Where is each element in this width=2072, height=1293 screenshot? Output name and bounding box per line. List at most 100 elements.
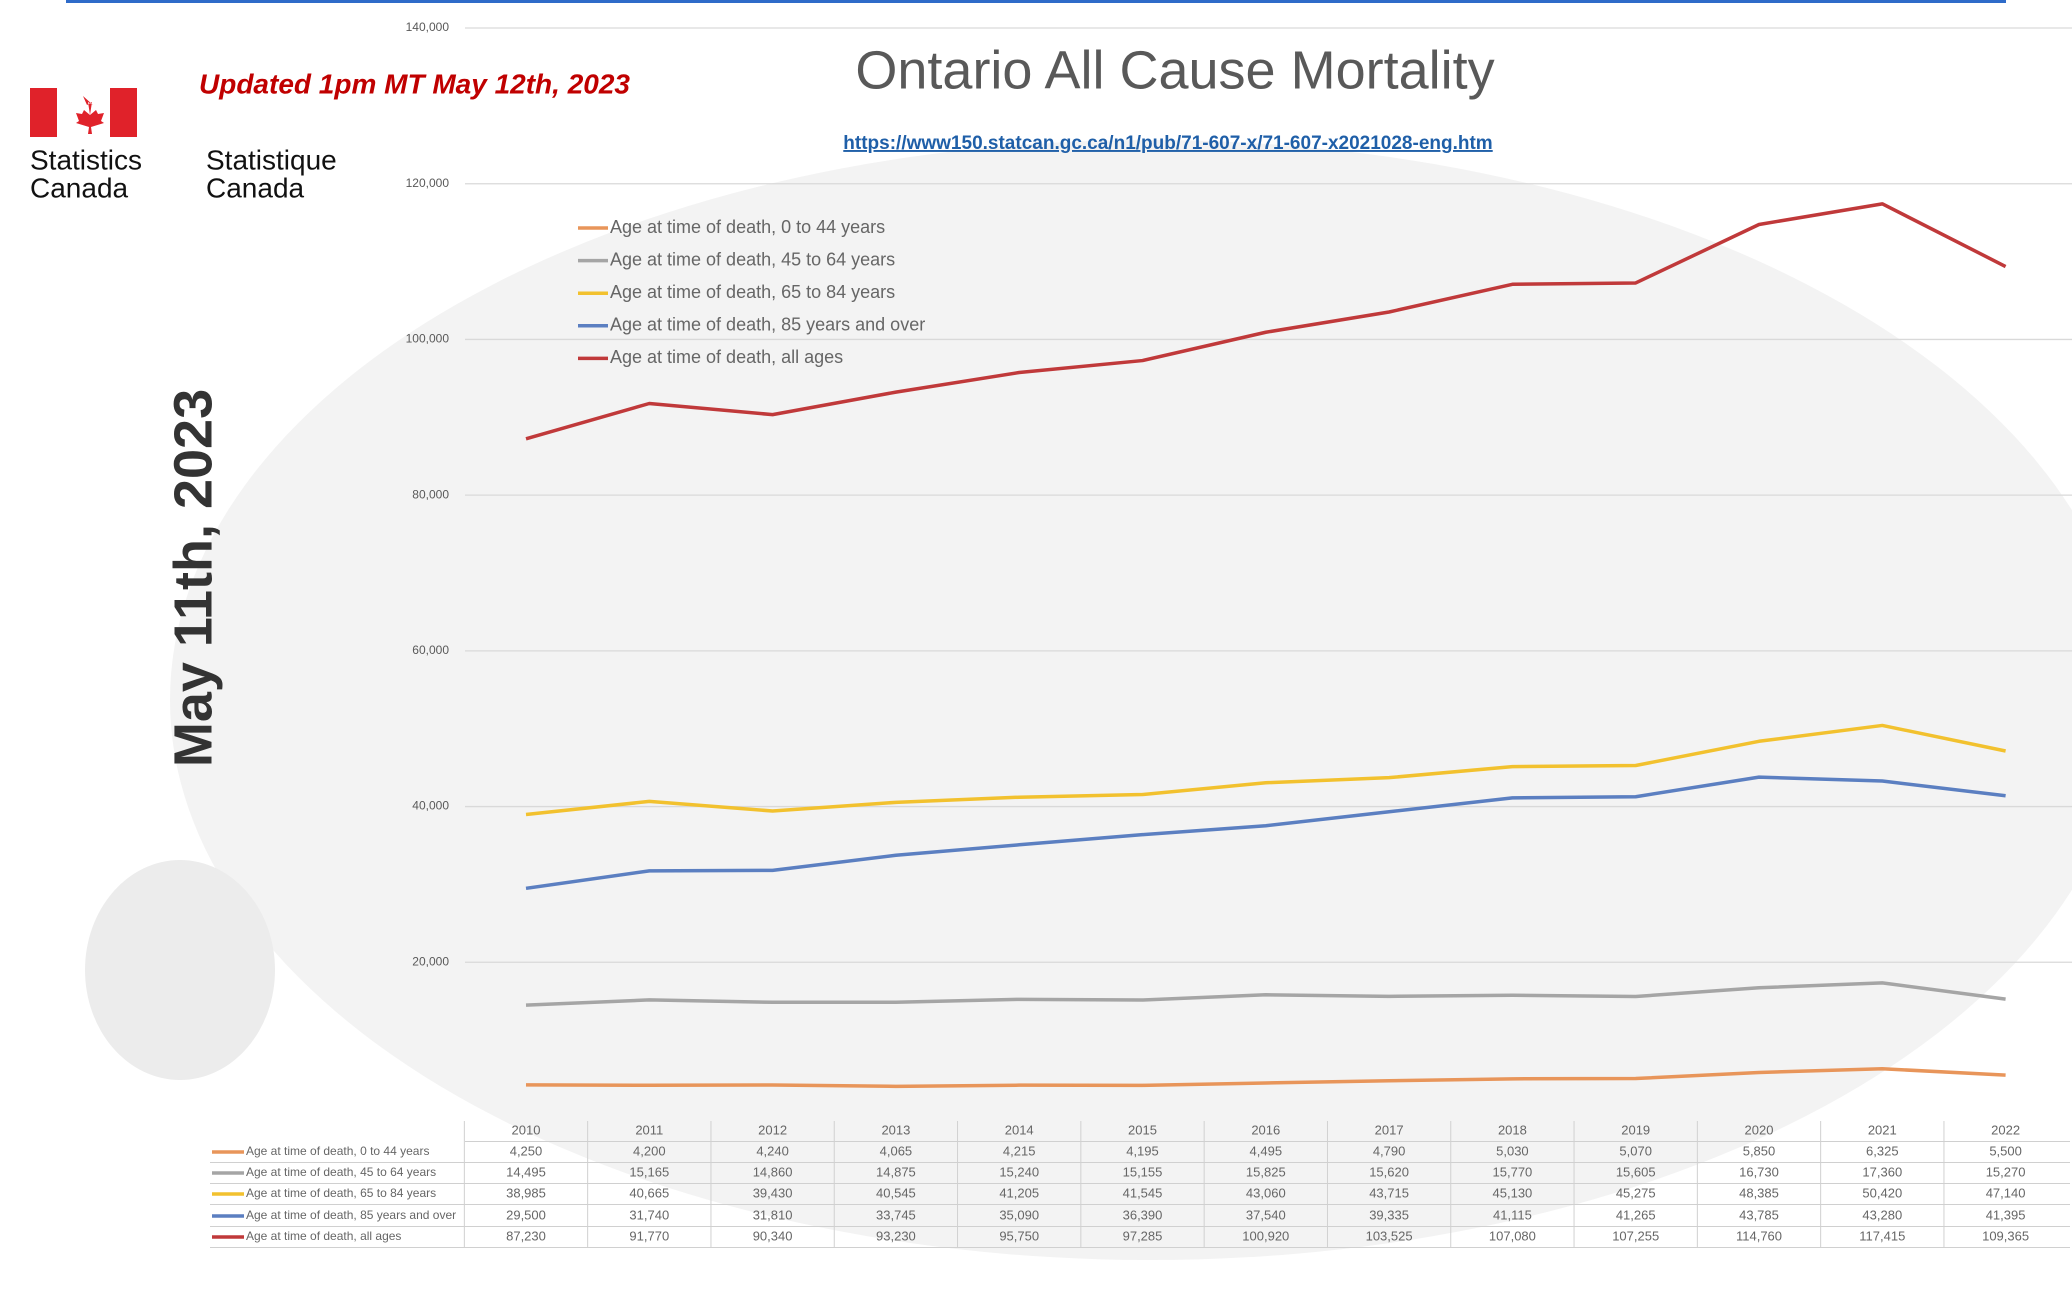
table-header: 2018 xyxy=(1498,1122,1527,1137)
table-cell: 41,265 xyxy=(1616,1207,1656,1222)
table-cell: 109,365 xyxy=(1982,1228,2029,1243)
table-cell: 16,730 xyxy=(1739,1164,1779,1179)
source-link[interactable]: https://www150.statcan.gc.ca/n1/pub/71-6… xyxy=(843,133,1492,154)
table-cell: 4,790 xyxy=(1373,1143,1406,1158)
table-cell: 100,920 xyxy=(1242,1228,1289,1243)
table-cell: 5,850 xyxy=(1743,1143,1776,1158)
table-cell: 40,665 xyxy=(629,1185,669,1200)
table-row-label: Age at time of death, 45 to 64 years xyxy=(246,1165,436,1179)
table-cell: 43,715 xyxy=(1369,1185,1409,1200)
logo-text: Canada xyxy=(30,172,129,203)
table-cell: 5,500 xyxy=(1989,1143,2022,1158)
table-cell: 4,065 xyxy=(880,1143,913,1158)
table-cell: 114,760 xyxy=(1736,1228,1782,1243)
table-cell: 103,525 xyxy=(1366,1228,1413,1243)
table-cell: 14,875 xyxy=(876,1164,916,1179)
table-cell: 5,030 xyxy=(1496,1143,1529,1158)
table-cell: 40,545 xyxy=(876,1185,916,1200)
y-tick-label: 100,000 xyxy=(406,332,450,346)
update-note: Updated 1pm MT May 12th, 2023 xyxy=(199,68,630,99)
table-cell: 48,385 xyxy=(1739,1185,1779,1200)
table-header: 2019 xyxy=(1621,1122,1650,1137)
table-cell: 90,340 xyxy=(753,1228,793,1243)
table-cell: 95,750 xyxy=(999,1228,1039,1243)
table-cell: 4,200 xyxy=(633,1143,666,1158)
logo-text: Statistics xyxy=(30,144,142,175)
table-cell: 107,255 xyxy=(1612,1228,1659,1243)
table-cell: 15,825 xyxy=(1246,1164,1286,1179)
table-header: 2013 xyxy=(881,1122,910,1137)
table-cell: 14,860 xyxy=(753,1164,793,1179)
table-cell: 45,130 xyxy=(1493,1185,1533,1200)
table-cell: 36,390 xyxy=(1123,1207,1163,1222)
table-cell: 31,810 xyxy=(753,1207,793,1222)
table-cell: 17,360 xyxy=(1862,1164,1902,1179)
table-cell: 41,115 xyxy=(1493,1207,1532,1222)
series-line xyxy=(525,981,2006,1007)
table-cell: 4,215 xyxy=(1003,1143,1036,1158)
date-note: May 11th, 2023 xyxy=(163,389,223,767)
series-line xyxy=(525,775,2006,891)
table-header: 2020 xyxy=(1745,1122,1774,1137)
table-row-label: Age at time of death, 0 to 44 years xyxy=(246,1144,429,1158)
table-cell: 4,240 xyxy=(756,1143,789,1158)
table-cell: 39,335 xyxy=(1369,1207,1409,1222)
y-tick-label: 20,000 xyxy=(412,954,449,968)
table-cell: 31,740 xyxy=(629,1207,669,1222)
legend-label: Age at time of death, 65 to 84 years xyxy=(610,282,895,302)
y-tick-label: 80,000 xyxy=(412,487,449,501)
table-header: 2010 xyxy=(512,1122,541,1137)
y-tick-label: 40,000 xyxy=(412,799,449,813)
table-cell: 15,605 xyxy=(1616,1164,1656,1179)
table-cell: 107,080 xyxy=(1489,1228,1536,1243)
legend-label: Age at time of death, 85 years and over xyxy=(610,315,925,335)
table-cell: 43,785 xyxy=(1739,1207,1779,1222)
table-cell: 35,090 xyxy=(999,1207,1039,1222)
table-cell: 41,205 xyxy=(999,1185,1039,1200)
table-cell: 4,250 xyxy=(510,1143,543,1158)
table-cell: 29,500 xyxy=(506,1207,546,1222)
series-line xyxy=(525,1067,2006,1089)
table-cell: 6,325 xyxy=(1866,1143,1899,1158)
table-cell: 43,060 xyxy=(1246,1185,1286,1200)
table-cell: 93,230 xyxy=(876,1228,916,1243)
table-cell: 45,275 xyxy=(1616,1185,1656,1200)
table-cell: 43,280 xyxy=(1862,1207,1902,1222)
table-cell: 37,540 xyxy=(1246,1207,1286,1222)
table-cell: 87,230 xyxy=(506,1228,546,1243)
y-tick-label: 60,000 xyxy=(412,643,449,657)
wolf-logo xyxy=(85,860,275,1080)
logo-text: Statistique xyxy=(206,144,337,175)
table-header: 2017 xyxy=(1375,1122,1404,1137)
table-header: 2014 xyxy=(1005,1122,1034,1137)
legend-label: Age at time of death, 0 to 44 years xyxy=(610,217,885,237)
table-cell: 50,420 xyxy=(1862,1185,1902,1200)
table-cell: 41,395 xyxy=(1986,1207,2026,1222)
table-cell: 97,285 xyxy=(1123,1228,1163,1243)
table-row-label: Age at time of death, 85 years and over xyxy=(246,1208,456,1222)
flag-band xyxy=(110,88,137,137)
legend-label: Age at time of death, all ages xyxy=(610,347,843,367)
legend-label: Age at time of death, 45 to 64 years xyxy=(610,249,895,269)
table-cell: 41,545 xyxy=(1123,1185,1163,1200)
flag-band xyxy=(30,88,57,137)
table-cell: 38,985 xyxy=(506,1185,546,1200)
table-cell: 4,495 xyxy=(1250,1143,1283,1158)
table-cell: 33,745 xyxy=(876,1207,916,1222)
table-header: 2015 xyxy=(1128,1122,1157,1137)
background-drawing xyxy=(170,140,2072,1260)
table-cell: 47,140 xyxy=(1986,1185,2026,1200)
table-header: 2012 xyxy=(758,1122,787,1137)
table-cell: 5,070 xyxy=(1619,1143,1652,1158)
table-cell: 15,165 xyxy=(629,1164,669,1179)
table-header: 2011 xyxy=(635,1122,663,1137)
flag xyxy=(30,88,137,137)
series-line xyxy=(525,202,2007,441)
y-tick-label: 140,000 xyxy=(406,20,450,34)
table-cell: 15,770 xyxy=(1493,1164,1533,1179)
y-tick-label: 120,000 xyxy=(406,176,450,190)
table-header: 2022 xyxy=(1991,1122,2020,1137)
series-line xyxy=(525,723,2006,817)
table-cell: 15,620 xyxy=(1369,1164,1409,1179)
